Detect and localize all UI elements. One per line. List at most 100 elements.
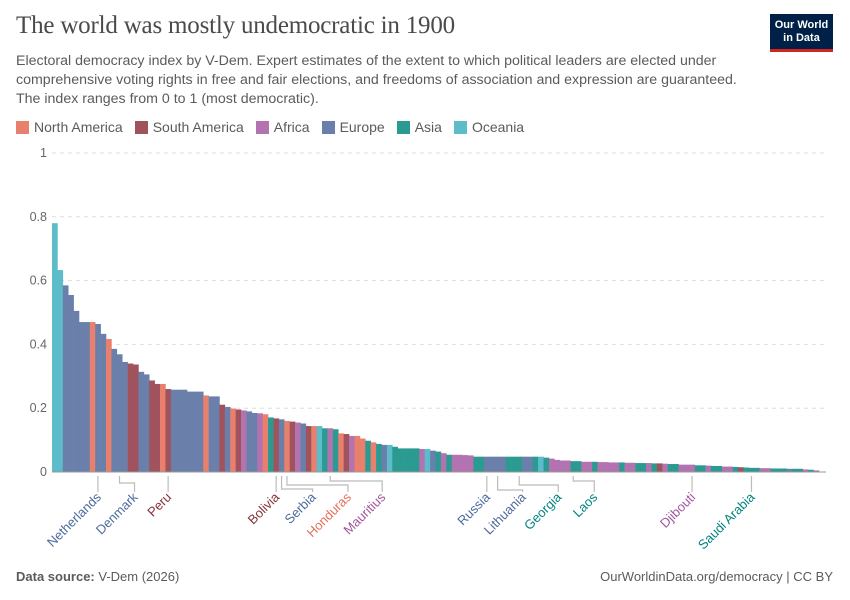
legend-item-south-america[interactable]: South America <box>134 119 244 135</box>
bar <box>543 457 550 472</box>
bar <box>138 371 145 472</box>
bar <box>133 364 139 472</box>
bar <box>781 468 787 472</box>
chart-subtitle: Electoral democracy index by V-Dem. Expe… <box>16 53 737 107</box>
bar <box>808 469 814 472</box>
legend-item-north-america[interactable]: North America <box>16 119 123 135</box>
bar <box>619 462 625 472</box>
bar <box>656 463 663 472</box>
legend-item-africa[interactable]: Africa <box>255 119 310 135</box>
bar <box>332 429 339 472</box>
bar <box>343 434 350 472</box>
bar <box>273 418 280 472</box>
bar <box>694 465 701 472</box>
bar <box>57 270 64 472</box>
bar <box>613 462 620 472</box>
bar <box>500 456 507 472</box>
legend-swatch <box>396 120 410 134</box>
bar <box>586 461 593 472</box>
bar <box>419 449 425 472</box>
bar <box>370 442 377 472</box>
bar <box>775 468 782 472</box>
bar <box>122 361 128 472</box>
bar <box>646 463 652 472</box>
bar <box>235 409 242 472</box>
bar <box>187 391 193 472</box>
owid-logo[interactable]: Our World in Data <box>770 14 833 52</box>
bar <box>597 462 604 472</box>
bar <box>316 426 323 472</box>
bar <box>797 468 804 472</box>
bar <box>759 468 766 472</box>
data-source-label: Data source: <box>16 569 95 584</box>
bar <box>327 428 334 472</box>
annotation-leader-line <box>518 476 559 492</box>
legend-label: North America <box>34 119 123 135</box>
bar <box>338 433 344 472</box>
bar <box>111 348 118 472</box>
bar <box>73 310 80 472</box>
bar <box>511 456 517 472</box>
bar <box>516 456 523 472</box>
bar <box>170 389 177 472</box>
bar <box>705 465 712 472</box>
country-label: Djibouti <box>657 489 698 530</box>
bar <box>457 454 463 472</box>
bar <box>424 449 431 472</box>
bar <box>737 467 744 472</box>
source-url[interactable]: OurWorldinData.org/democracy | CC BY <box>600 569 833 584</box>
bar <box>278 419 285 472</box>
y-tick-label: 0.2 <box>30 401 47 415</box>
bar <box>575 461 582 472</box>
legend-item-asia[interactable]: Asia <box>396 119 442 135</box>
bar <box>635 463 642 472</box>
legend-swatch <box>16 120 29 134</box>
legend-label: Europe <box>339 119 385 135</box>
bar <box>651 463 658 472</box>
bar <box>89 322 96 472</box>
bar <box>311 426 317 472</box>
y-tick-label: 1 <box>40 146 47 160</box>
bar <box>770 468 777 472</box>
legend-item-europe[interactable]: Europe <box>321 119 385 135</box>
bar <box>214 396 220 472</box>
bar <box>791 468 798 472</box>
bar <box>230 408 236 472</box>
data-source-value: V-Dem (2026) <box>98 569 180 584</box>
bar <box>149 380 155 472</box>
country-label: Peru <box>144 490 174 520</box>
bar <box>300 423 307 472</box>
bar <box>786 468 793 472</box>
bar <box>629 462 636 472</box>
legend-label: Oceania <box>471 119 525 135</box>
bar <box>79 322 85 472</box>
bar <box>397 448 404 472</box>
bar <box>160 383 166 472</box>
bar <box>305 426 312 472</box>
bar <box>208 396 215 472</box>
bar <box>392 446 398 472</box>
bar <box>678 464 685 472</box>
bar <box>802 469 809 472</box>
country-label: Laos <box>570 489 601 520</box>
bar <box>430 450 436 472</box>
bar <box>322 428 328 472</box>
country-label: Bolivia <box>245 489 283 527</box>
bar <box>154 383 161 472</box>
bar <box>413 448 420 472</box>
bar <box>608 462 615 472</box>
bar <box>473 456 480 472</box>
bar <box>295 422 301 472</box>
bar <box>219 404 226 472</box>
bar <box>748 467 755 472</box>
legend-item-oceania[interactable]: Oceania <box>453 119 525 135</box>
bar <box>602 462 609 472</box>
bar <box>192 391 199 472</box>
bar <box>494 456 501 472</box>
annotation-leader-line <box>118 476 136 492</box>
bar <box>257 413 263 472</box>
bar <box>462 455 469 472</box>
y-tick-label: 0.4 <box>30 337 47 351</box>
annotation-leader-line <box>572 476 595 492</box>
